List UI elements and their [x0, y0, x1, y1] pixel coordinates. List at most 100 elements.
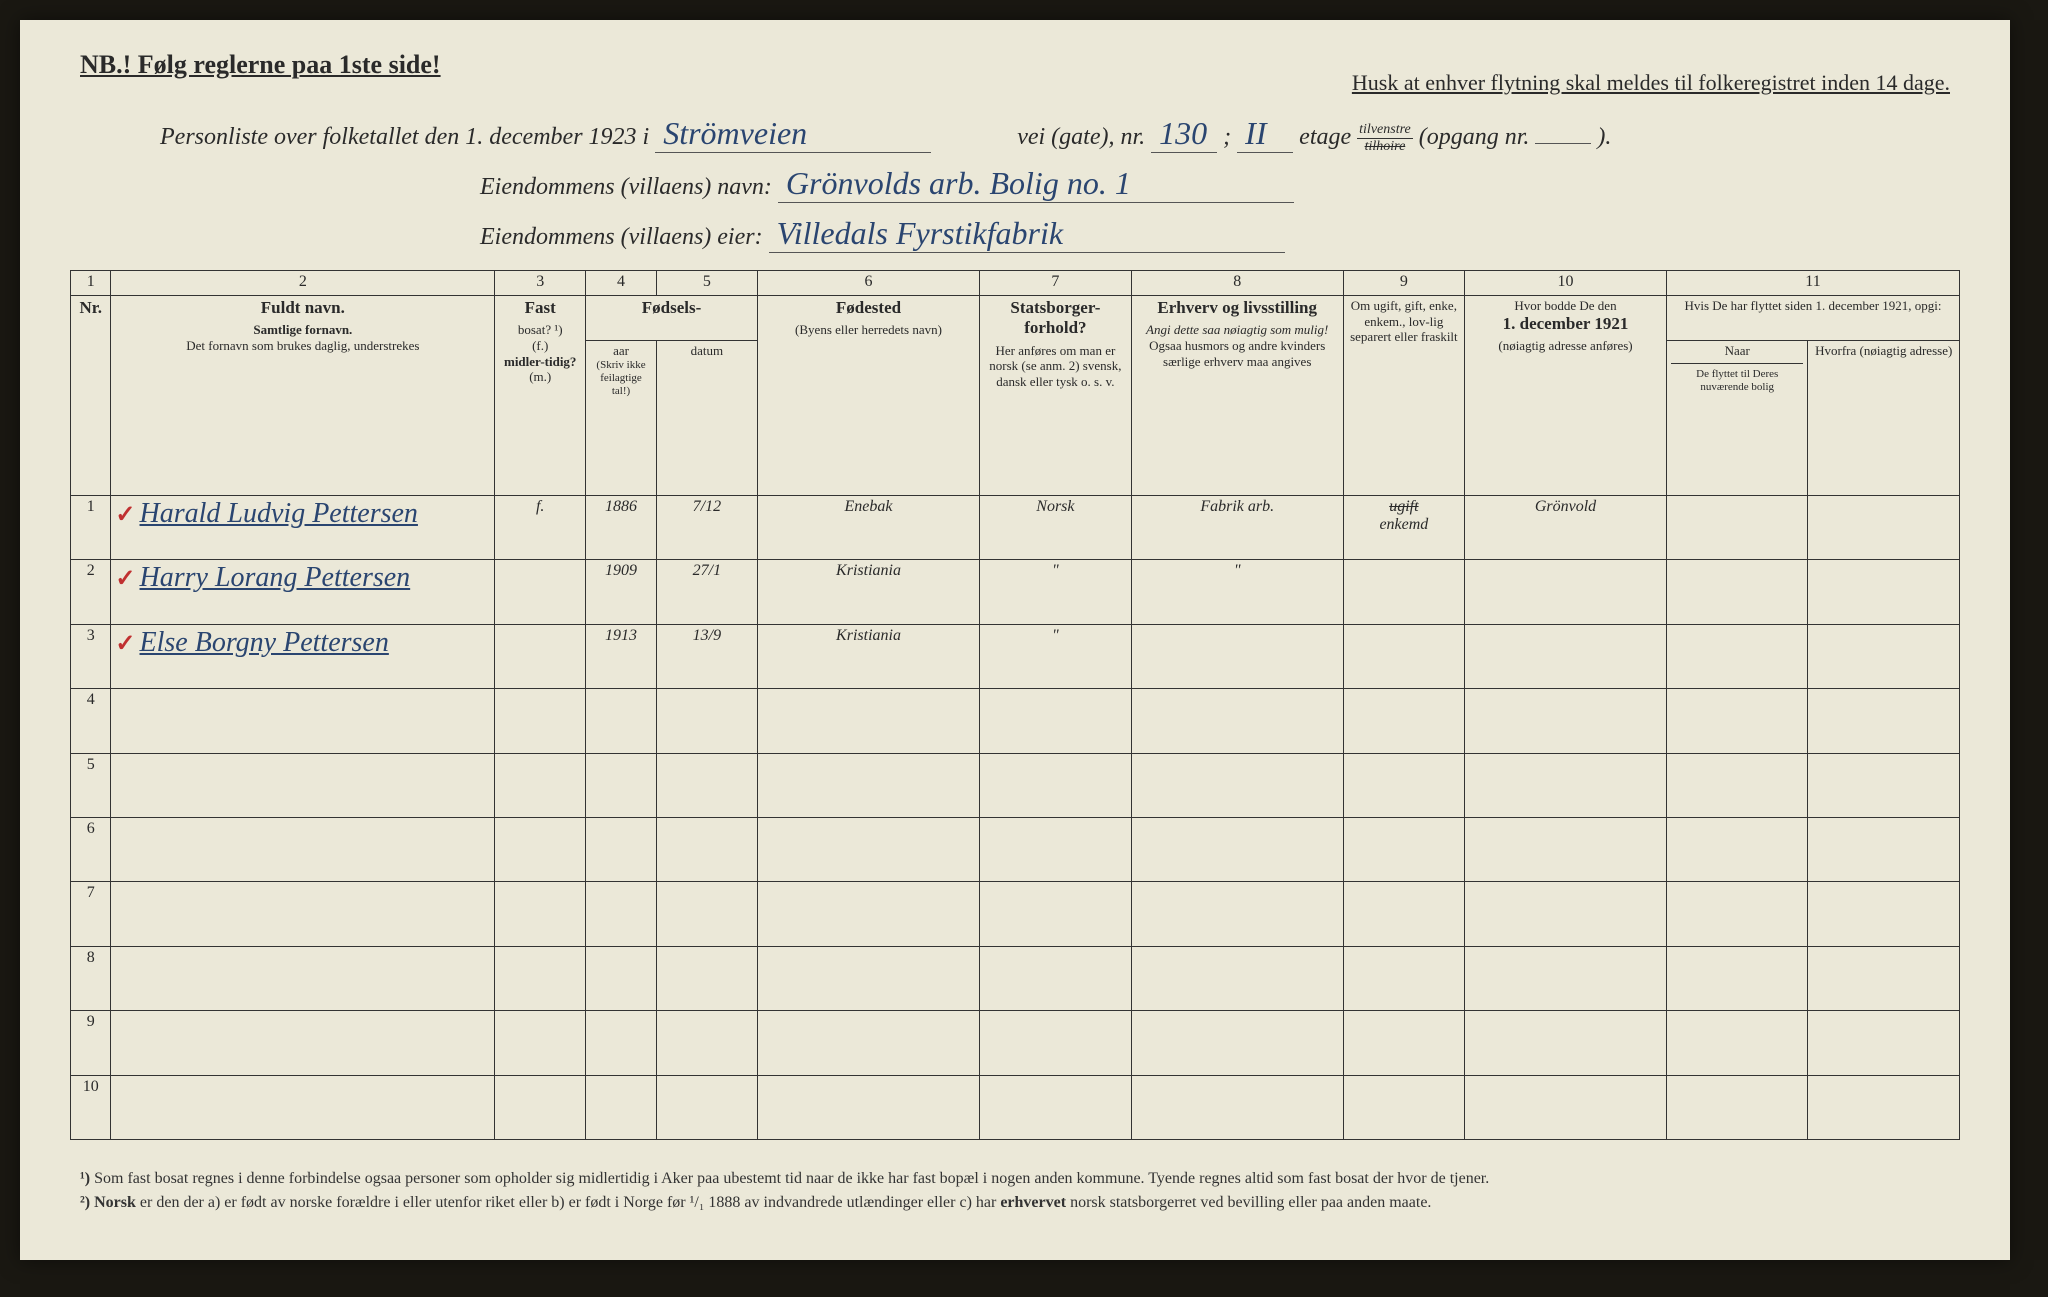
row-nr: 4 [71, 689, 111, 753]
row-naar [1667, 753, 1808, 817]
hdr-erhverv-sub1: Angi dette saa nøiagtig som mulig! [1136, 322, 1339, 338]
hdr-flyttet-main: Hvis De har flyttet siden 1. december 19… [1671, 298, 1955, 314]
hdr-statsborger-sub: Her anføres om man er norsk (se anm. 2) … [984, 343, 1127, 390]
row-nr: 10 [71, 1075, 111, 1139]
opgang-value [1535, 143, 1591, 144]
row-nr: 8 [71, 946, 111, 1010]
hdr-sivil: Om ugift, gift, enke, enkem., lov-lig se… [1343, 296, 1464, 496]
tilvenstre: tilvenstre [1357, 122, 1413, 139]
row-fast [495, 946, 586, 1010]
colnum-10: 10 [1464, 271, 1666, 296]
table-row: 2 ✓Harry Lorang Pettersen 1909 27/1 Kris… [71, 560, 1960, 624]
row-nr: 7 [71, 882, 111, 946]
colnum-11: 11 [1667, 271, 1960, 296]
row-datum [656, 689, 757, 753]
row-fast [495, 753, 586, 817]
row-name: ✓Harry Lorang Pettersen [111, 560, 495, 624]
etage-label: etage [1299, 124, 1351, 150]
column-header-row: Nr. Fuldt navn. Samtlige fornavn. Det fo… [71, 296, 1960, 341]
row-sivil [1343, 1075, 1464, 1139]
row-datum [656, 946, 757, 1010]
row-fast [495, 624, 586, 688]
row-name [111, 817, 495, 881]
row-nr: 3 [71, 624, 111, 688]
tilhoire: tilhoire [1357, 139, 1413, 155]
street-value: Strömveien [655, 115, 931, 153]
fn2-num: ²) [80, 1194, 90, 1211]
row-aar: 1913 [586, 624, 657, 688]
row-naar [1667, 1075, 1808, 1139]
row-hvorfra [1808, 496, 1960, 560]
row-erhverv [1131, 624, 1343, 688]
row-fodested: Enebak [757, 496, 979, 560]
row-aar [586, 946, 657, 1010]
hdr-datum-label: datum [661, 343, 753, 359]
hdr-aar-label: aar [590, 343, 652, 359]
row-bodde [1464, 753, 1666, 817]
row-datum [656, 882, 757, 946]
row-statsborger: " [980, 624, 1132, 688]
row-hvorfra [1808, 1075, 1960, 1139]
row-hvorfra [1808, 1011, 1960, 1075]
row-datum [656, 817, 757, 881]
row-erhverv [1131, 882, 1343, 946]
row-hvorfra [1808, 624, 1960, 688]
hdr-naar: Naar De flyttet til Deres nuværende boli… [1667, 341, 1808, 496]
hdr-fast-sub2: (f.) [499, 338, 581, 354]
hdr-fast-main: Fast [499, 298, 581, 318]
row-datum [656, 753, 757, 817]
row-bodde [1464, 882, 1666, 946]
hdr-name-sub2: Det fornavn som brukes daglig, understre… [115, 338, 490, 354]
row-aar [586, 882, 657, 946]
hdr-aar-note: (Skriv ikke feilagtige tal!) [590, 359, 652, 399]
hdr-fast-sub4: (m.) [499, 369, 581, 385]
row-fodested [757, 1011, 979, 1075]
header-row: NB.! Følg reglerne paa 1ste side! Husk a… [80, 50, 1950, 80]
colnum-3: 3 [495, 271, 586, 296]
etage-num: II [1237, 115, 1293, 153]
row-erhverv [1131, 753, 1343, 817]
fn2-d: norsk statsborgerret ved bevilling eller… [1066, 1194, 1431, 1211]
row-nr: 1 [71, 496, 111, 560]
semicolon: ; [1223, 124, 1231, 150]
hdr-fast-sub1: bosat? ¹) [499, 322, 581, 338]
row-name [111, 1075, 495, 1139]
row-naar [1667, 624, 1808, 688]
table-row-empty: 8 [71, 946, 1960, 1010]
row-fast [495, 1011, 586, 1075]
row-name: ✓Harald Ludvig Pettersen [111, 496, 495, 560]
hdr-naar-note: De flyttet til Deres nuværende bolig [1671, 363, 1803, 394]
checkmark-icon: ✓ [115, 564, 135, 593]
row-name: ✓Else Borgny Pettersen [111, 624, 495, 688]
hdr-hvorfra: Hvorfra (nøiagtig adresse) [1808, 341, 1960, 496]
hdr-bodde-main: Hvor bodde De den [1469, 298, 1662, 314]
colnum-5: 5 [656, 271, 757, 296]
census-form-paper: NB.! Følg reglerne paa 1ste side! Husk a… [20, 20, 2010, 1260]
row-erhverv [1131, 1011, 1343, 1075]
table-row-empty: 6 [71, 817, 1960, 881]
vei-gate-label: vei (gate), nr. [1017, 124, 1145, 150]
row-fodested: Kristiania [757, 624, 979, 688]
eiendom-navn-label: Eiendommens (villaens) navn: [480, 174, 772, 200]
intro-line-3: Eiendommens (villaens) eier: Villedals F… [480, 215, 1285, 253]
checkmark-icon: ✓ [115, 629, 135, 658]
table-body: 1 ✓Harald Ludvig Pettersen f. 1886 7/12 … [71, 496, 1960, 1140]
row-sivil [1343, 817, 1464, 881]
hdr-fodested-main: Fødested [762, 298, 975, 318]
row-bodde [1464, 1011, 1666, 1075]
row-hvorfra [1808, 946, 1960, 1010]
row-nr: 9 [71, 1011, 111, 1075]
intro-line-1: Personliste over folketallet den 1. dece… [160, 115, 1611, 155]
hdr-datum: datum [656, 341, 757, 496]
row-fast: f. [495, 496, 586, 560]
row-fodested [757, 817, 979, 881]
colnum-7: 7 [980, 271, 1132, 296]
colnum-8: 8 [1131, 271, 1343, 296]
row-bodde [1464, 946, 1666, 1010]
hdr-flyttet: Hvis De har flyttet siden 1. december 19… [1667, 296, 1960, 341]
nr-value: 130 [1151, 115, 1217, 153]
eiendom-navn-value: Grönvolds arb. Bolig no. 1 [778, 165, 1294, 203]
hdr-aar: aar (Skriv ikke feilagtige tal!) [586, 341, 657, 496]
row-hvorfra [1808, 753, 1960, 817]
row-name [111, 946, 495, 1010]
